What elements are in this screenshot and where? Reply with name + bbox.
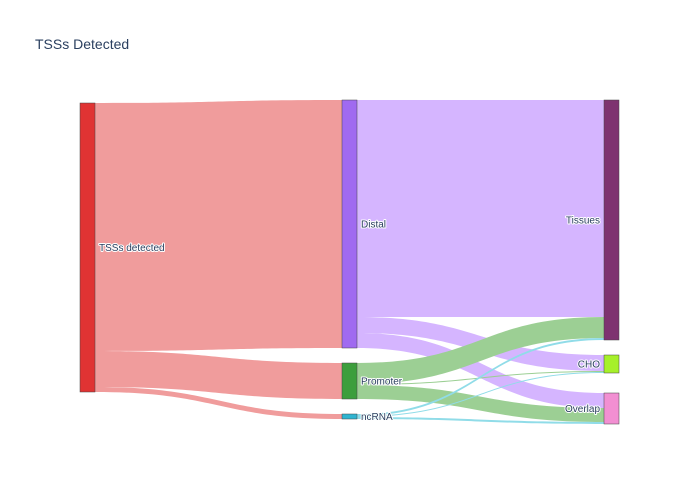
node-label-cho: CHO bbox=[578, 360, 600, 371]
chart-title: TSSs Detected bbox=[35, 36, 130, 52]
link-ncrna-to-overlap bbox=[357, 417, 604, 424]
link-tss-to-ncrna bbox=[95, 387, 342, 419]
node-tss bbox=[79, 102, 96, 393]
node-label-tissues: Tissues bbox=[566, 216, 600, 227]
nodes-layer bbox=[79, 99, 620, 425]
node-label-overlap: Overlap bbox=[565, 404, 600, 415]
links-layer bbox=[95, 100, 604, 424]
link-distal-to-tissues bbox=[357, 100, 604, 317]
link-ncrna-to-tissues bbox=[357, 338, 604, 416]
node-label-distal: Distal bbox=[361, 220, 386, 231]
node-label-tss: TSSs detected bbox=[99, 243, 165, 254]
node-overlap bbox=[603, 392, 620, 425]
labels-layer: TSSs detected Distal Promoter ncRNA Tissues C… bbox=[98, 215, 601, 425]
link-distal-to-overlap bbox=[357, 333, 604, 408]
node-label-ncrna: ncRNA bbox=[361, 412, 393, 423]
node-promoter bbox=[341, 362, 358, 400]
link-tss-to-promoter bbox=[95, 351, 342, 399]
node-label-promoter: Promoter bbox=[361, 377, 403, 388]
node-ncrna bbox=[341, 413, 358, 420]
link-promoter-to-tissues bbox=[357, 317, 604, 384]
node-tissues bbox=[603, 99, 620, 341]
node-cho bbox=[603, 354, 620, 374]
link-ncrna-to-cho bbox=[357, 372, 604, 417]
node-distal bbox=[341, 99, 358, 349]
link-promoter-to-overlap bbox=[357, 385, 604, 422]
link-tss-to-distal bbox=[95, 100, 342, 351]
